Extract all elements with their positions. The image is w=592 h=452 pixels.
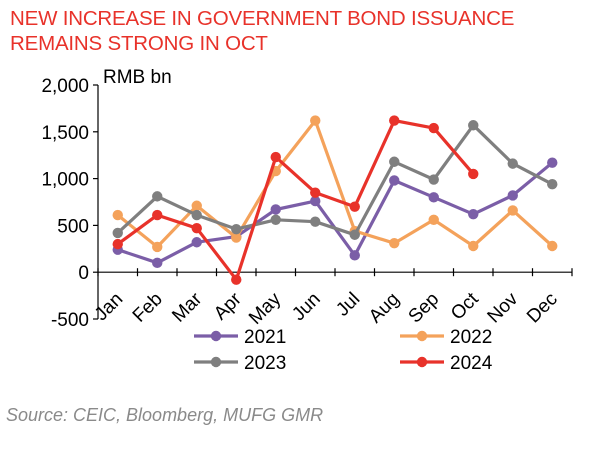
series-2023 bbox=[112, 120, 558, 240]
data-point-2023 bbox=[152, 191, 163, 202]
x-tick-label: Jun bbox=[288, 289, 325, 326]
x-tick-label: May bbox=[245, 288, 286, 329]
data-point-2021 bbox=[191, 237, 202, 248]
source-note: Source: CEIC, Bloomberg, MUFG GMR bbox=[6, 405, 324, 425]
x-tick-label: Sep bbox=[405, 289, 444, 328]
legend-swatch-marker bbox=[416, 330, 428, 342]
legend: 2021 2022 2023 2024 bbox=[194, 327, 493, 374]
data-point-2023 bbox=[270, 214, 281, 225]
x-tick-label: Feb bbox=[129, 289, 167, 327]
data-point-2022 bbox=[231, 232, 242, 243]
x-tick-label: Jul bbox=[332, 289, 364, 321]
x-tick-label: Apr bbox=[210, 288, 246, 324]
x-tick-label: Aug bbox=[365, 289, 404, 328]
series-line-2024 bbox=[116, 118, 475, 282]
data-point-2022 bbox=[468, 240, 479, 252]
legend-item-2021: 2021 bbox=[194, 327, 286, 348]
legend-item-2024: 2024 bbox=[400, 353, 493, 374]
data-point-2024 bbox=[112, 238, 123, 250]
data-point-2023 bbox=[389, 156, 400, 167]
data-point-2024 bbox=[152, 209, 163, 221]
x-tick-label: Nov bbox=[484, 288, 523, 327]
legend-item-2022: 2022 bbox=[400, 327, 492, 348]
data-point-2022 bbox=[152, 241, 163, 253]
data-point-2023 bbox=[310, 216, 321, 227]
data-point-2024 bbox=[231, 274, 242, 285]
data-point-2021 bbox=[507, 190, 518, 201]
series-layer bbox=[112, 115, 558, 285]
data-point-2024 bbox=[389, 115, 400, 126]
legend-item-2023: 2023 bbox=[194, 353, 286, 374]
data-point-2021 bbox=[468, 208, 479, 220]
series-2022 bbox=[112, 115, 558, 253]
chart-title-line-1: NEW INCREASE IN GOVERNMENT BOND ISSUANCE bbox=[10, 7, 515, 30]
data-point-2023 bbox=[468, 120, 479, 131]
x-tick-label: Jan bbox=[91, 289, 128, 326]
data-point-2024 bbox=[310, 187, 321, 198]
data-point-2022 bbox=[507, 205, 518, 216]
data-point-2023 bbox=[191, 209, 202, 221]
data-point-2022 bbox=[191, 200, 202, 211]
legend-label: 2021 bbox=[244, 327, 286, 348]
legend-swatch-marker bbox=[210, 356, 222, 368]
y-tick-label: 1,500 bbox=[41, 123, 89, 144]
data-point-2024 bbox=[428, 122, 439, 134]
x-tick-label: Mar bbox=[168, 288, 206, 326]
x-tick-label: Oct bbox=[447, 288, 483, 324]
data-point-2022 bbox=[389, 237, 400, 249]
data-point-2023 bbox=[507, 158, 518, 169]
data-point-2021 bbox=[349, 250, 360, 261]
data-point-2023 bbox=[547, 179, 558, 190]
data-point-2023 bbox=[112, 227, 123, 239]
data-point-2022 bbox=[310, 115, 321, 126]
data-point-2021 bbox=[428, 192, 439, 203]
data-point-2024 bbox=[468, 168, 479, 180]
data-point-2021 bbox=[152, 257, 163, 269]
y-tick-label: 1,000 bbox=[41, 170, 89, 191]
legend-label: 2022 bbox=[450, 327, 492, 348]
y-tick-label: 500 bbox=[57, 216, 89, 237]
chart-title: NEW INCREASE IN GOVERNMENT BOND ISSUANCE… bbox=[10, 6, 580, 56]
legend-swatch-marker bbox=[416, 356, 428, 368]
x-tick-label: Dec bbox=[523, 289, 562, 328]
y-tick-label: 2,000 bbox=[41, 76, 89, 97]
chart-title-line-2: REMAINS STRONG IN OCT bbox=[10, 32, 268, 55]
y-tick-label: 0 bbox=[78, 263, 89, 284]
data-point-2024 bbox=[191, 223, 202, 234]
data-point-2023 bbox=[231, 223, 242, 235]
data-point-2023 bbox=[428, 174, 439, 185]
data-point-2022 bbox=[428, 214, 439, 225]
legend-swatch-marker bbox=[210, 330, 222, 342]
data-point-2021 bbox=[389, 175, 400, 186]
series-2024 bbox=[112, 115, 479, 285]
data-point-2021 bbox=[270, 204, 281, 215]
data-point-2024 bbox=[270, 151, 281, 163]
legend-label: 2023 bbox=[244, 353, 286, 374]
y-axis-label: RMB bn bbox=[103, 67, 172, 88]
data-point-2022 bbox=[547, 240, 558, 252]
data-point-2024 bbox=[349, 201, 360, 212]
data-point-2022 bbox=[112, 209, 123, 221]
data-point-2021 bbox=[547, 157, 558, 168]
series-line-2023 bbox=[116, 123, 554, 237]
data-point-2021 bbox=[310, 195, 321, 207]
legend-label: 2024 bbox=[450, 353, 493, 374]
data-point-2023 bbox=[349, 229, 360, 240]
y-tick-label: -500 bbox=[51, 310, 89, 331]
